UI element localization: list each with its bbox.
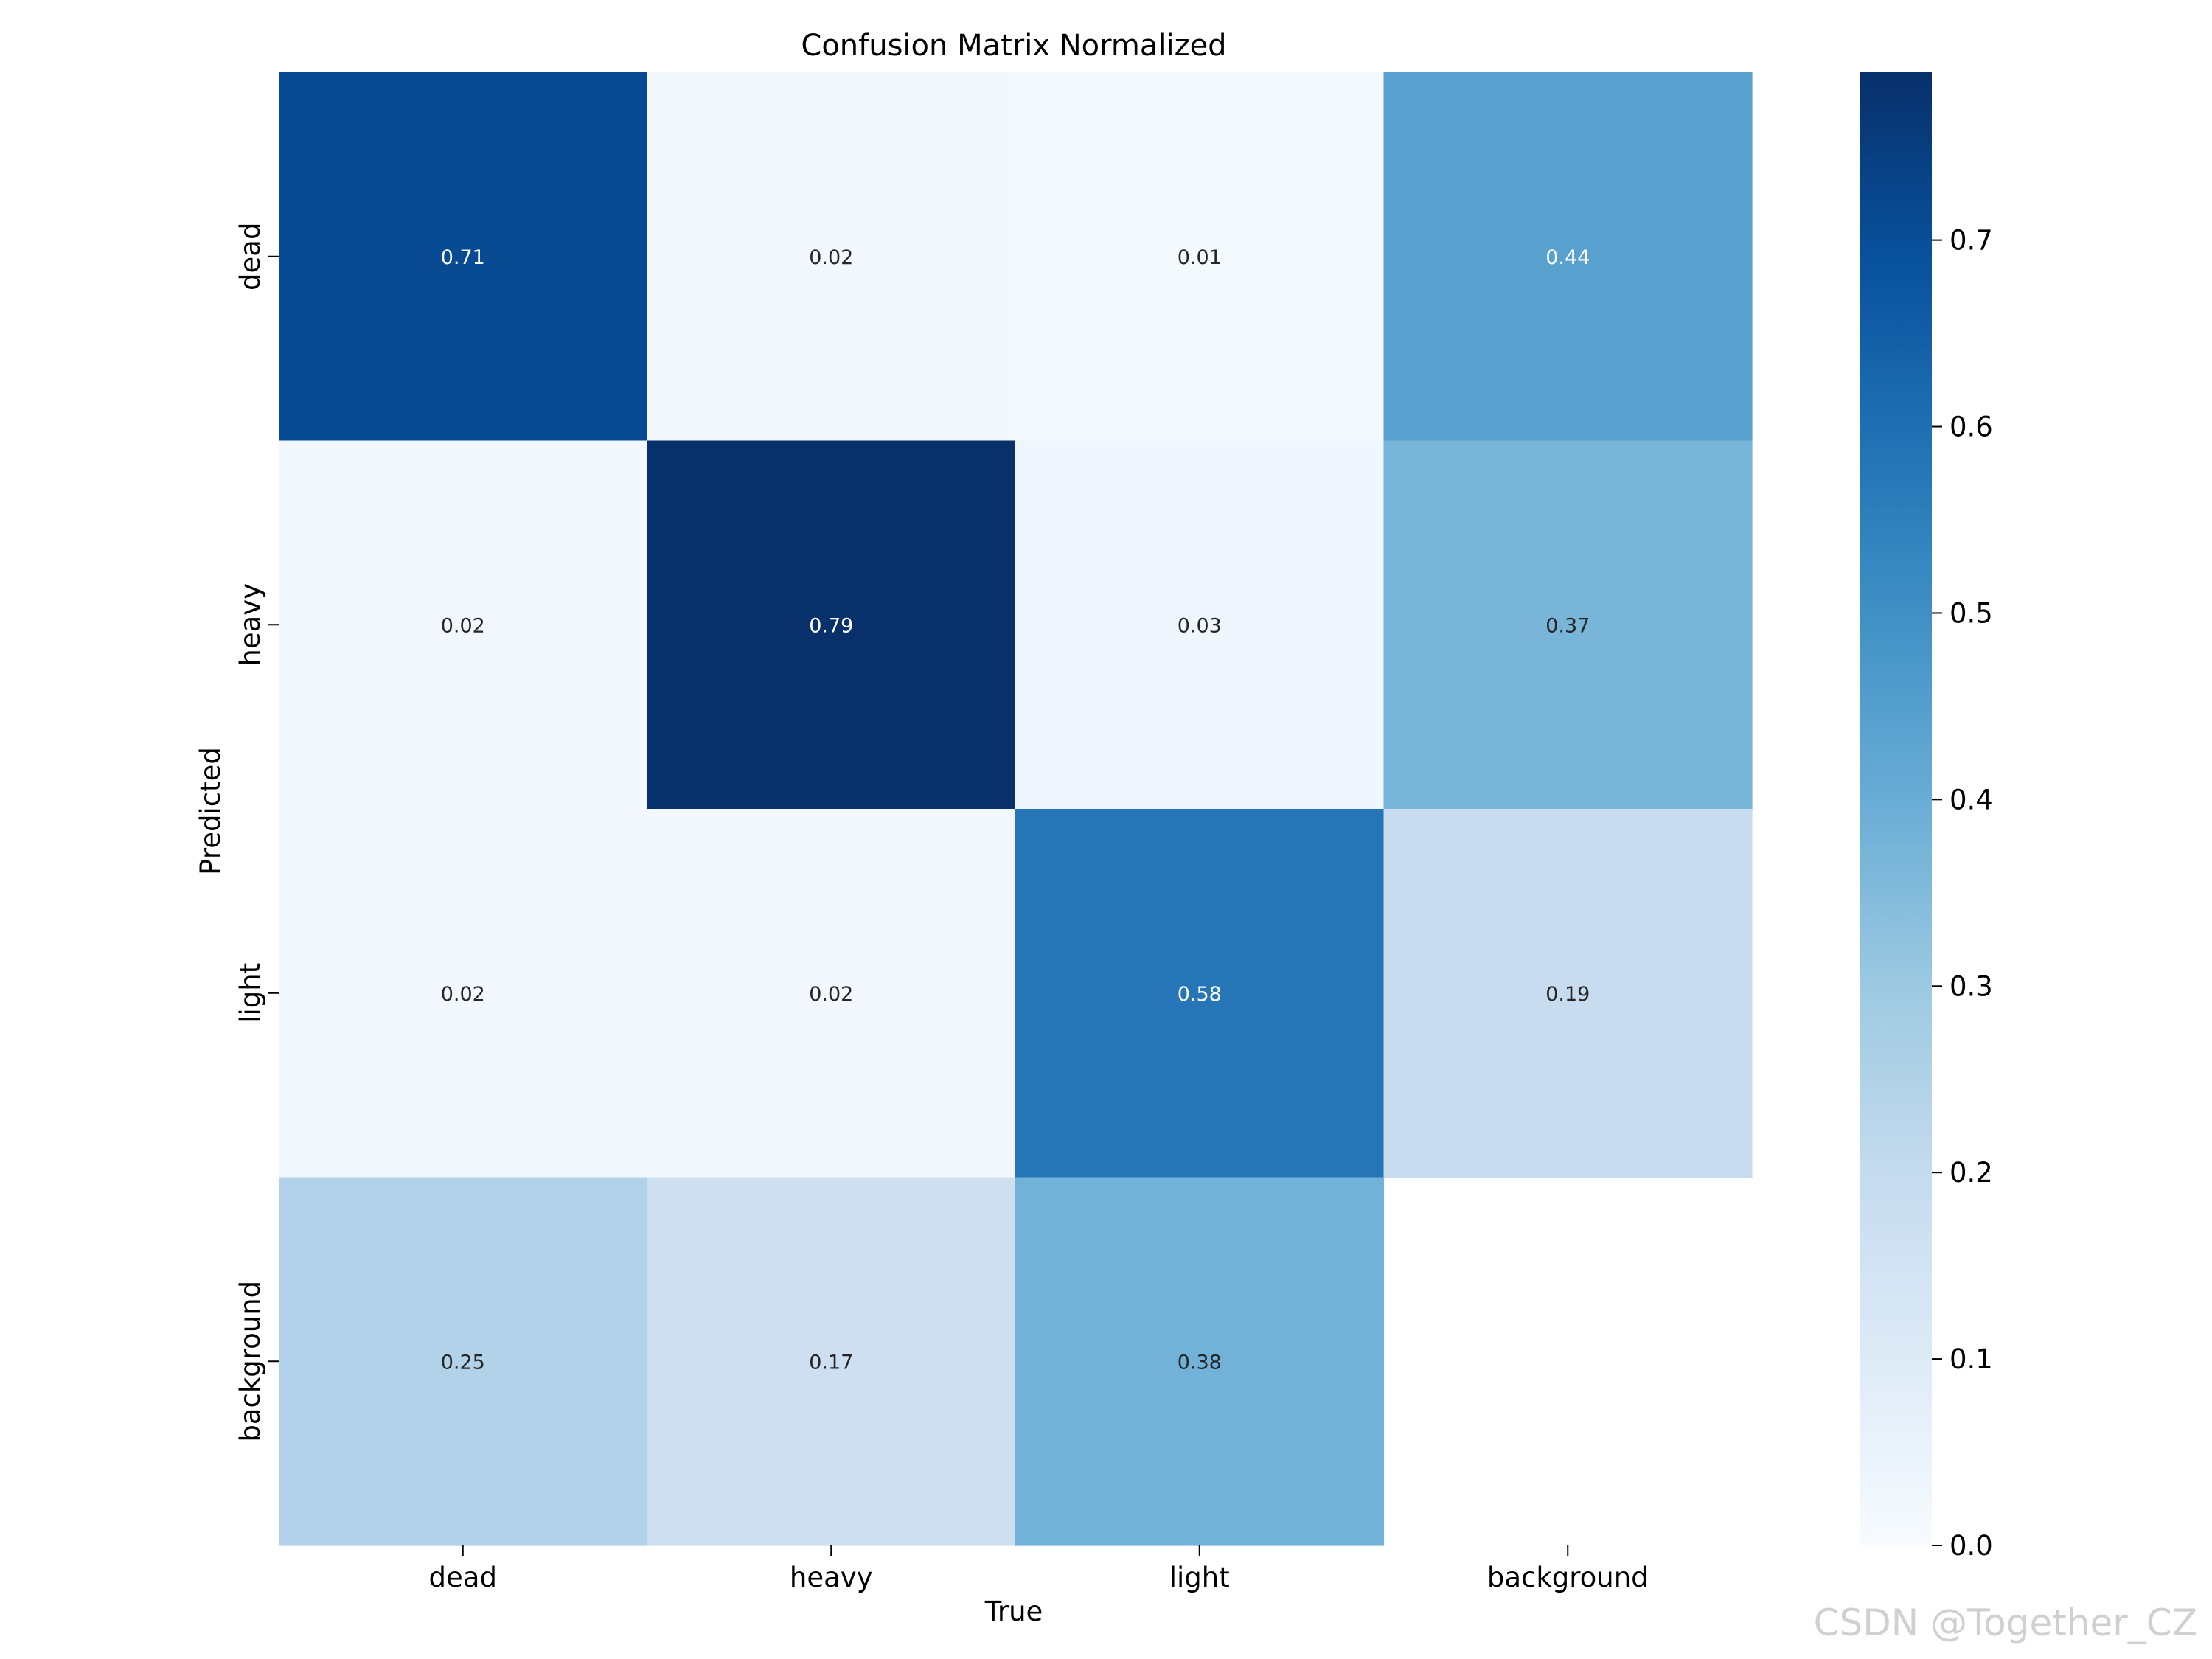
- heatmap-cell-3-1: [647, 1177, 1016, 1546]
- colorbar-tick-label: 0.7: [1950, 225, 1993, 257]
- colorbar-tick-label: 0.0: [1950, 1530, 1993, 1562]
- cell-value-label: 0.02: [441, 614, 485, 637]
- y-axis-label: Predicted: [195, 747, 226, 875]
- heatmap-cells: 0.71 0.02 0.01 0.44 0.02 0.79 0.03 0.37 0.02 0.02…: [279, 72, 1753, 1546]
- cell-value-label: 0.37: [1545, 614, 1590, 637]
- heatmap-cell-2-1: [647, 809, 1016, 1178]
- cell-value-label: 0.02: [809, 246, 853, 269]
- cell-value-label: 0.03: [1178, 614, 1222, 637]
- heatmap-cell-1-3: [1383, 440, 1753, 810]
- cell-value-label: 0.01: [1178, 246, 1222, 269]
- watermark: CSDN @Together_CZ: [1814, 1601, 2197, 1644]
- colorbar-tick-label: 0.5: [1950, 597, 1993, 629]
- heatmap-cell-3-2: [1015, 1177, 1385, 1546]
- heatmap-cell-2-3: [1383, 809, 1753, 1178]
- heatmap-cell-3-0: [279, 1177, 648, 1546]
- colorbar-tick-label: 0.4: [1950, 784, 1993, 815]
- x-tick-label-dead: dead: [429, 1562, 497, 1593]
- heatmap-cell-1-1: [647, 440, 1016, 810]
- cell-value-label: 0.44: [1545, 246, 1590, 269]
- heatmap-cell-0-0: [279, 72, 648, 442]
- y-axis-ticks: dead heavy light background: [234, 223, 279, 1442]
- cell-value-label: 0.02: [809, 983, 853, 1006]
- x-axis-ticks: dead heavy light background: [429, 1545, 1649, 1593]
- colorbar-tick-label: 0.2: [1950, 1157, 1993, 1189]
- x-tick-label-light: light: [1169, 1562, 1230, 1593]
- y-tick-label-dead: dead: [234, 223, 266, 291]
- y-tick-label-light: light: [234, 963, 266, 1023]
- cell-value-label: 0.71: [441, 246, 485, 269]
- cell-value-label: 0.19: [1545, 983, 1590, 1006]
- y-tick-label-heavy: heavy: [234, 583, 266, 667]
- x-axis-label: True: [984, 1596, 1043, 1627]
- heatmap-cell-1-2: [1015, 440, 1385, 810]
- heatmap-cell-0-3: [1383, 72, 1753, 442]
- colorbar-ticks: 0.0 0.1 0.2 0.3 0.4 0.5 0.6 0.7: [1932, 225, 1993, 1562]
- heatmap-cell-2-2: [1015, 809, 1385, 1178]
- cell-value-label: 0.25: [441, 1351, 485, 1374]
- cell-value-label: 0.58: [1178, 983, 1222, 1006]
- y-tick-label-background: background: [234, 1281, 266, 1442]
- colorbar-tick-label: 0.3: [1950, 970, 1993, 1002]
- colorbar-tick-label: 0.6: [1950, 411, 1993, 443]
- heatmap-cell-0-1: [647, 72, 1016, 442]
- x-tick-label-heavy: heavy: [790, 1562, 873, 1593]
- cell-value-label: 0.79: [809, 614, 853, 637]
- cell-value-label: 0.17: [809, 1351, 853, 1374]
- colorbar: [1860, 72, 1932, 1545]
- colorbar-tick-label: 0.1: [1950, 1343, 1993, 1375]
- x-tick-label-background: background: [1487, 1562, 1649, 1593]
- heatmap-cell-0-2: [1015, 72, 1385, 442]
- cell-value-label: 0.38: [1178, 1351, 1222, 1374]
- chart-title: Confusion Matrix Normalized: [801, 29, 1226, 63]
- heatmap-cell-2-0: [279, 809, 648, 1178]
- cell-value-label: 0.02: [441, 983, 485, 1006]
- heatmap-cell-1-0: [279, 440, 648, 810]
